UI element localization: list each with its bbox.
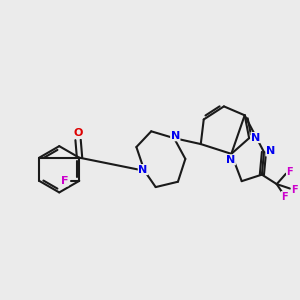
Text: N: N: [138, 165, 148, 175]
Text: N: N: [171, 131, 180, 141]
Text: F: F: [61, 176, 68, 186]
Text: N: N: [251, 133, 260, 142]
Text: F: F: [291, 185, 298, 195]
Text: F: F: [286, 167, 293, 177]
Text: F: F: [281, 192, 288, 202]
Text: N: N: [226, 155, 236, 165]
Text: O: O: [74, 128, 83, 138]
Text: N: N: [266, 146, 275, 156]
